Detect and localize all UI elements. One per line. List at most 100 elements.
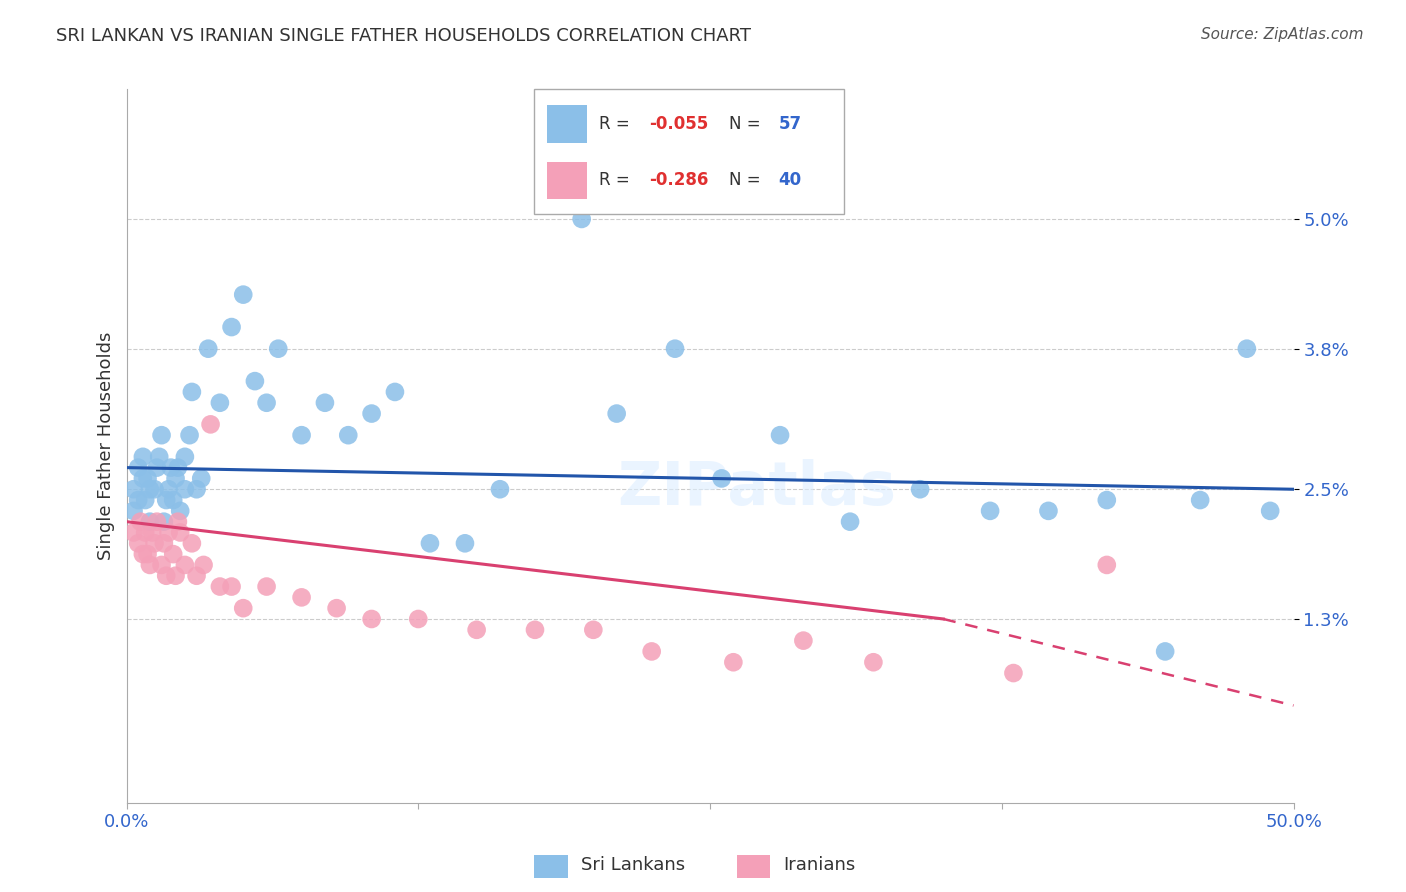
Point (290, 428, 312, 442)
Point (243, 374, 266, 388)
Point (148, 450, 170, 464)
Point (180, 536, 202, 550)
Point (256, 396, 278, 410)
Point (1189, 493, 1212, 508)
Point (186, 568, 208, 582)
Point (180, 384, 202, 399)
Point (465, 623, 488, 637)
Point (267, 342, 290, 356)
Point (139, 558, 162, 572)
Point (153, 536, 176, 550)
Point (360, 612, 382, 626)
Point (169, 525, 191, 540)
Point (174, 558, 197, 572)
Point (134, 493, 156, 508)
Point (146, 460, 169, 475)
Point (136, 547, 159, 561)
Point (1038, 504, 1060, 518)
Point (489, 482, 512, 496)
Point (419, 536, 441, 550)
Point (384, 384, 406, 399)
Point (664, 342, 686, 356)
Text: Iranians: Iranians (783, 856, 855, 874)
Point (150, 558, 173, 572)
Y-axis label: Single Father Households: Single Father Households (97, 332, 115, 560)
Point (139, 482, 162, 496)
Point (134, 525, 156, 540)
Point (337, 428, 360, 442)
Bar (547, 105, 586, 143)
Point (769, 428, 792, 442)
Point (208, 396, 231, 410)
Point (122, 525, 145, 540)
Point (454, 536, 477, 550)
Point (325, 601, 347, 615)
Point (232, 287, 254, 301)
Point (143, 482, 166, 496)
Bar (534, 855, 568, 878)
Point (136, 471, 159, 485)
Point (169, 504, 191, 518)
Point (1095, 558, 1118, 572)
Text: 57: 57 (779, 115, 801, 133)
Point (723, 655, 745, 669)
Point (186, 482, 208, 496)
Text: 40: 40 (779, 171, 801, 189)
Point (127, 536, 149, 550)
Point (179, 428, 201, 442)
Text: -0.055: -0.055 (648, 115, 709, 133)
Text: N =: N = (730, 171, 766, 189)
Point (221, 580, 243, 594)
Point (314, 396, 336, 410)
Point (165, 471, 187, 485)
Bar (547, 161, 586, 199)
Point (162, 547, 184, 561)
Point (582, 623, 605, 637)
Point (197, 342, 219, 356)
Point (155, 493, 177, 508)
Point (232, 601, 254, 615)
Text: -0.286: -0.286 (648, 171, 709, 189)
Text: R =: R = (599, 115, 636, 133)
Text: R =: R = (599, 171, 636, 189)
Text: N =: N = (730, 115, 766, 133)
Point (839, 515, 862, 529)
Point (1236, 342, 1258, 356)
Point (571, 211, 593, 226)
Point (200, 417, 222, 432)
Point (710, 471, 733, 485)
Point (155, 568, 177, 582)
Point (606, 407, 628, 421)
Point (979, 504, 1001, 518)
Point (141, 525, 163, 540)
Point (908, 482, 931, 496)
Point (174, 482, 197, 496)
Point (132, 450, 155, 464)
Point (157, 525, 180, 540)
Point (153, 515, 176, 529)
Point (190, 471, 212, 485)
Point (122, 482, 145, 496)
Point (641, 644, 664, 658)
Point (146, 515, 169, 529)
Point (1095, 493, 1118, 508)
Point (208, 580, 231, 594)
Bar (737, 855, 770, 878)
Point (360, 407, 382, 421)
Point (143, 536, 166, 550)
Text: Sri Lankans: Sri Lankans (581, 856, 685, 874)
Point (127, 493, 149, 508)
Point (167, 460, 190, 475)
Point (162, 493, 184, 508)
Point (193, 558, 215, 572)
Point (290, 591, 312, 605)
FancyBboxPatch shape (534, 89, 844, 214)
Point (174, 450, 197, 464)
Point (132, 471, 155, 485)
Point (132, 547, 155, 561)
Point (157, 482, 180, 496)
Point (1258, 504, 1281, 518)
Point (408, 612, 430, 626)
Point (127, 460, 149, 475)
Point (150, 428, 173, 442)
